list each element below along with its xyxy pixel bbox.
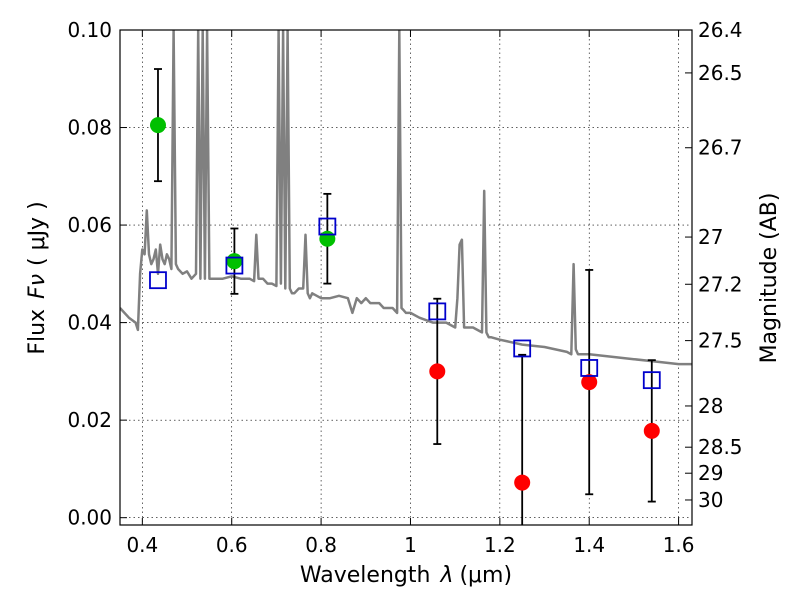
circle-marker (514, 474, 531, 491)
circle-marker (149, 117, 166, 134)
mag-tick-label: 28 (698, 394, 723, 418)
square-marker (149, 271, 167, 290)
grid (120, 29, 692, 525)
square-marker (580, 359, 599, 377)
y-tick-label: 0.06 (67, 213, 112, 237)
y-axis-label-unit: ( μJy ) (25, 201, 50, 266)
mag-tick-label: 28.5 (698, 435, 743, 459)
spectrum-line (120, 30, 692, 366)
x-tick-label: 0.4 (126, 533, 158, 557)
y-tick-label: 0.08 (67, 116, 112, 140)
mag-tick-label: 26.4 (698, 18, 743, 42)
circle-marker (319, 230, 336, 247)
circle-marker (643, 422, 660, 439)
circle-marker (429, 363, 446, 380)
y-axis-label-text: Flux (25, 309, 50, 355)
y-tick-label: 0.10 (67, 18, 112, 42)
y-axis-right: 26.4 26.5 26.7 27 27.2 27.5 28 28.529 30 (685, 18, 743, 512)
y-axis-label-symbol: Fν (25, 274, 50, 299)
plot-frame (119, 29, 693, 526)
y-axis-left: 0.00 0.02 0.04 0.06 0.08 0.10 (67, 18, 127, 530)
square-marker (225, 256, 244, 275)
x-axis-label-unit: (μm) (459, 563, 512, 588)
x-tick-label: 1 (404, 533, 417, 557)
circle-marker (226, 253, 243, 270)
square-marker (428, 302, 447, 321)
y-axis-right-label: Magnitude (AB) (757, 193, 782, 364)
x-axis: 0.4 0.6 0.8 1 1.2 1.4 1.6 (126, 30, 695, 557)
markers (149, 117, 661, 491)
mag-tick-label: 27.2 (698, 272, 743, 296)
mag-tick-label: 27 (698, 225, 723, 249)
x-tick-label: 1.6 (663, 533, 695, 557)
x-tick-label: 1.4 (573, 533, 605, 557)
mag-tick-label: 26.7 (698, 136, 743, 160)
square-marker (318, 217, 337, 236)
mag-tick-label: 29 (698, 461, 723, 485)
y-tick-label: 0.04 (67, 311, 112, 335)
square-marker (642, 371, 661, 390)
square-marker (513, 339, 532, 358)
x-axis-label-symbol: λ (439, 563, 453, 588)
mag-tick-label: 26.5 (698, 61, 743, 85)
x-tick-label: 0.8 (305, 533, 337, 557)
x-axis-label: Wavelength λ (μm) (300, 563, 512, 588)
spectrum-layer (120, 30, 692, 366)
mag-tick-label: 27.5 (698, 329, 743, 353)
x-axis-label-text: Wavelength (300, 563, 431, 588)
circle-marker (581, 374, 598, 391)
mag-tick-label: 30 (698, 488, 723, 512)
y-tick-label: 0.02 (67, 408, 112, 432)
y-axis-label: Flux Fν ( μJy ) (25, 201, 50, 354)
x-tick-label: 1.2 (484, 533, 516, 557)
x-tick-label: 0.6 (216, 533, 248, 557)
y-tick-label: 0.00 (67, 506, 112, 530)
